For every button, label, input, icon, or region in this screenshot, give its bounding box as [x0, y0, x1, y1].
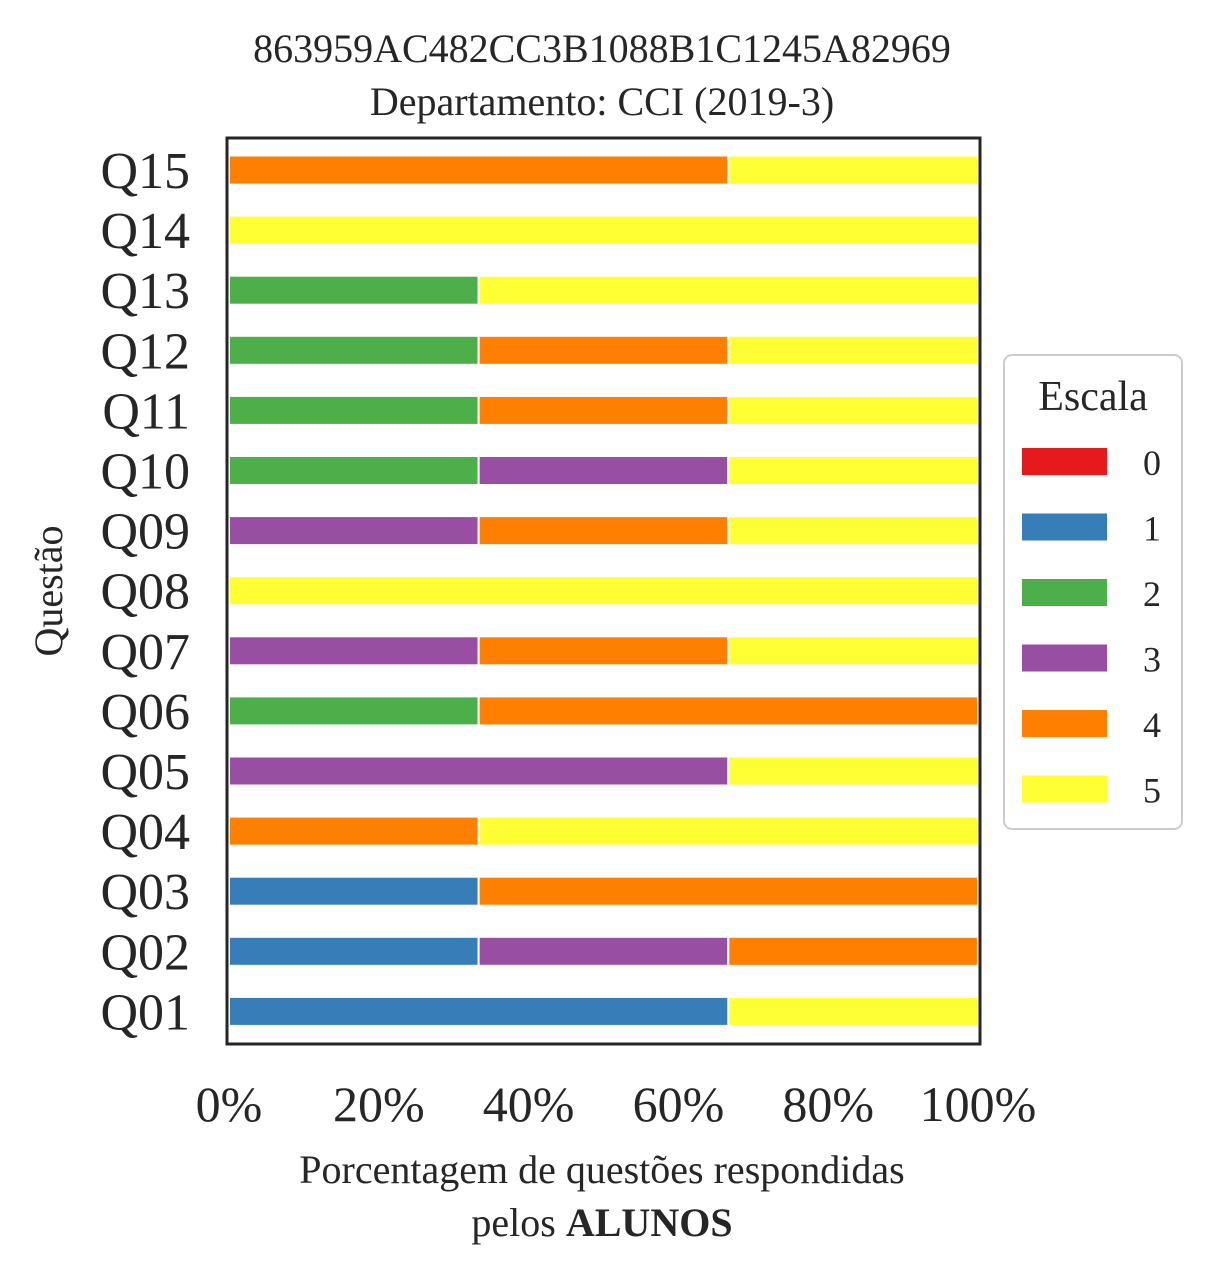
bar-q09-scale-3	[228, 515, 480, 547]
bar-q13-scale-2	[228, 274, 480, 306]
legend-swatch-2	[1022, 579, 1107, 606]
legend-swatch-5	[1022, 775, 1107, 803]
bar-q04-scale-4	[228, 815, 480, 847]
bar-q07-scale-5	[727, 635, 979, 667]
bar-q01-scale-1	[228, 995, 730, 1027]
y-tick-q01: Q01	[100, 984, 190, 1041]
y-tick-q03: Q03	[100, 864, 190, 921]
bar-q09-scale-4	[477, 515, 730, 547]
bar-q14-scale-5	[228, 214, 979, 246]
legend-label-2: 2	[1143, 574, 1161, 614]
bar-q01-scale-5	[727, 995, 979, 1027]
y-tick-q06: Q06	[100, 684, 190, 741]
bar-q10-scale-2	[228, 455, 480, 486]
bar-q10-scale-3	[477, 455, 730, 486]
y-tick-q10: Q10	[100, 444, 190, 501]
y-tick-q05: Q05	[100, 744, 190, 801]
x-axis-label-prefix: pelos	[471, 1200, 565, 1245]
y-tick-q04: Q04	[100, 804, 190, 861]
legend-label-4: 4	[1143, 705, 1161, 745]
x-tick-4: 80%	[782, 1076, 874, 1132]
legend-label-0: 0	[1143, 443, 1161, 483]
x-axis-label-bold: ALUNOS	[566, 1200, 733, 1245]
x-tick-1: 20%	[333, 1076, 425, 1132]
bar-q07-scale-4	[477, 635, 730, 667]
bar-q05-scale-3	[228, 755, 730, 787]
x-tick-3: 60%	[633, 1076, 725, 1132]
y-tick-q12: Q12	[100, 323, 190, 380]
bar-q11-scale-4	[477, 394, 730, 426]
legend-label-3: 3	[1143, 640, 1161, 680]
x-axis-label-line1: Porcentagem de questões respondidas	[299, 1147, 904, 1192]
y-tick-labels: Q01Q02Q03Q04Q05Q06Q07Q08Q09Q10Q11Q12Q13Q…	[100, 143, 190, 1041]
y-tick-q09: Q09	[100, 504, 190, 561]
y-tick-q15: Q15	[100, 143, 190, 200]
bar-q03-scale-1	[228, 875, 480, 907]
bar-q02-scale-3	[477, 935, 730, 967]
chart-title: 863959AC482CC3B1088B1C1245A82969	[253, 26, 951, 71]
legend-title: Escala	[1038, 374, 1148, 420]
bar-q12-scale-2	[228, 334, 480, 366]
legend-swatch-0	[1022, 448, 1107, 475]
bar-q02-scale-4	[727, 935, 979, 967]
y-tick-q11: Q11	[102, 383, 190, 440]
bar-q08-scale-5	[228, 575, 979, 607]
bar-q15-scale-4	[228, 154, 730, 186]
bar-q13-scale-5	[477, 274, 979, 306]
x-tick-2: 40%	[483, 1076, 575, 1132]
bar-q15-scale-5	[727, 154, 979, 186]
x-tick-labels: 0% 20% 40% 60% 80% 100%	[196, 1076, 1037, 1132]
x-tick-5: 100%	[920, 1076, 1037, 1132]
legend-swatch-3	[1022, 644, 1107, 672]
bar-q02-scale-1	[228, 935, 480, 967]
y-tick-q08: Q08	[100, 564, 190, 621]
y-tick-q07: Q07	[100, 624, 190, 681]
plot-frame	[225, 136, 982, 1046]
bar-q11-scale-2	[228, 394, 480, 426]
bars-group	[228, 154, 979, 1027]
y-axis-label: Questão	[26, 525, 71, 656]
legend-swatch-4	[1022, 710, 1107, 737]
bar-q03-scale-4	[477, 875, 979, 907]
legend: Escala 0 1 2 3 4 5	[1003, 354, 1183, 830]
bar-q04-scale-5	[477, 815, 979, 847]
y-tick-q02: Q02	[100, 924, 190, 981]
y-tick-q14: Q14	[100, 203, 190, 260]
bar-q09-scale-5	[727, 515, 979, 547]
bar-q12-scale-4	[477, 334, 730, 366]
x-tick-0: 0%	[196, 1076, 263, 1132]
bar-q11-scale-5	[727, 394, 979, 426]
legend-items: 0 1 2 3 4 5	[1022, 443, 1161, 811]
legend-label-1: 1	[1143, 509, 1161, 549]
x-axis-label-line2: pelos ALUNOS	[471, 1200, 732, 1245]
legend-label-5: 5	[1143, 771, 1161, 811]
legend-swatch-1	[1022, 513, 1107, 541]
y-tick-q13: Q13	[100, 263, 190, 320]
bar-q10-scale-5	[727, 455, 979, 486]
bar-q06-scale-4	[477, 695, 979, 727]
bar-q05-scale-5	[727, 755, 979, 787]
bar-q06-scale-2	[228, 695, 480, 727]
bar-q12-scale-5	[727, 334, 979, 366]
chart-subtitle: Departamento: CCI (2019-3)	[370, 79, 834, 124]
bar-q07-scale-3	[228, 635, 480, 667]
